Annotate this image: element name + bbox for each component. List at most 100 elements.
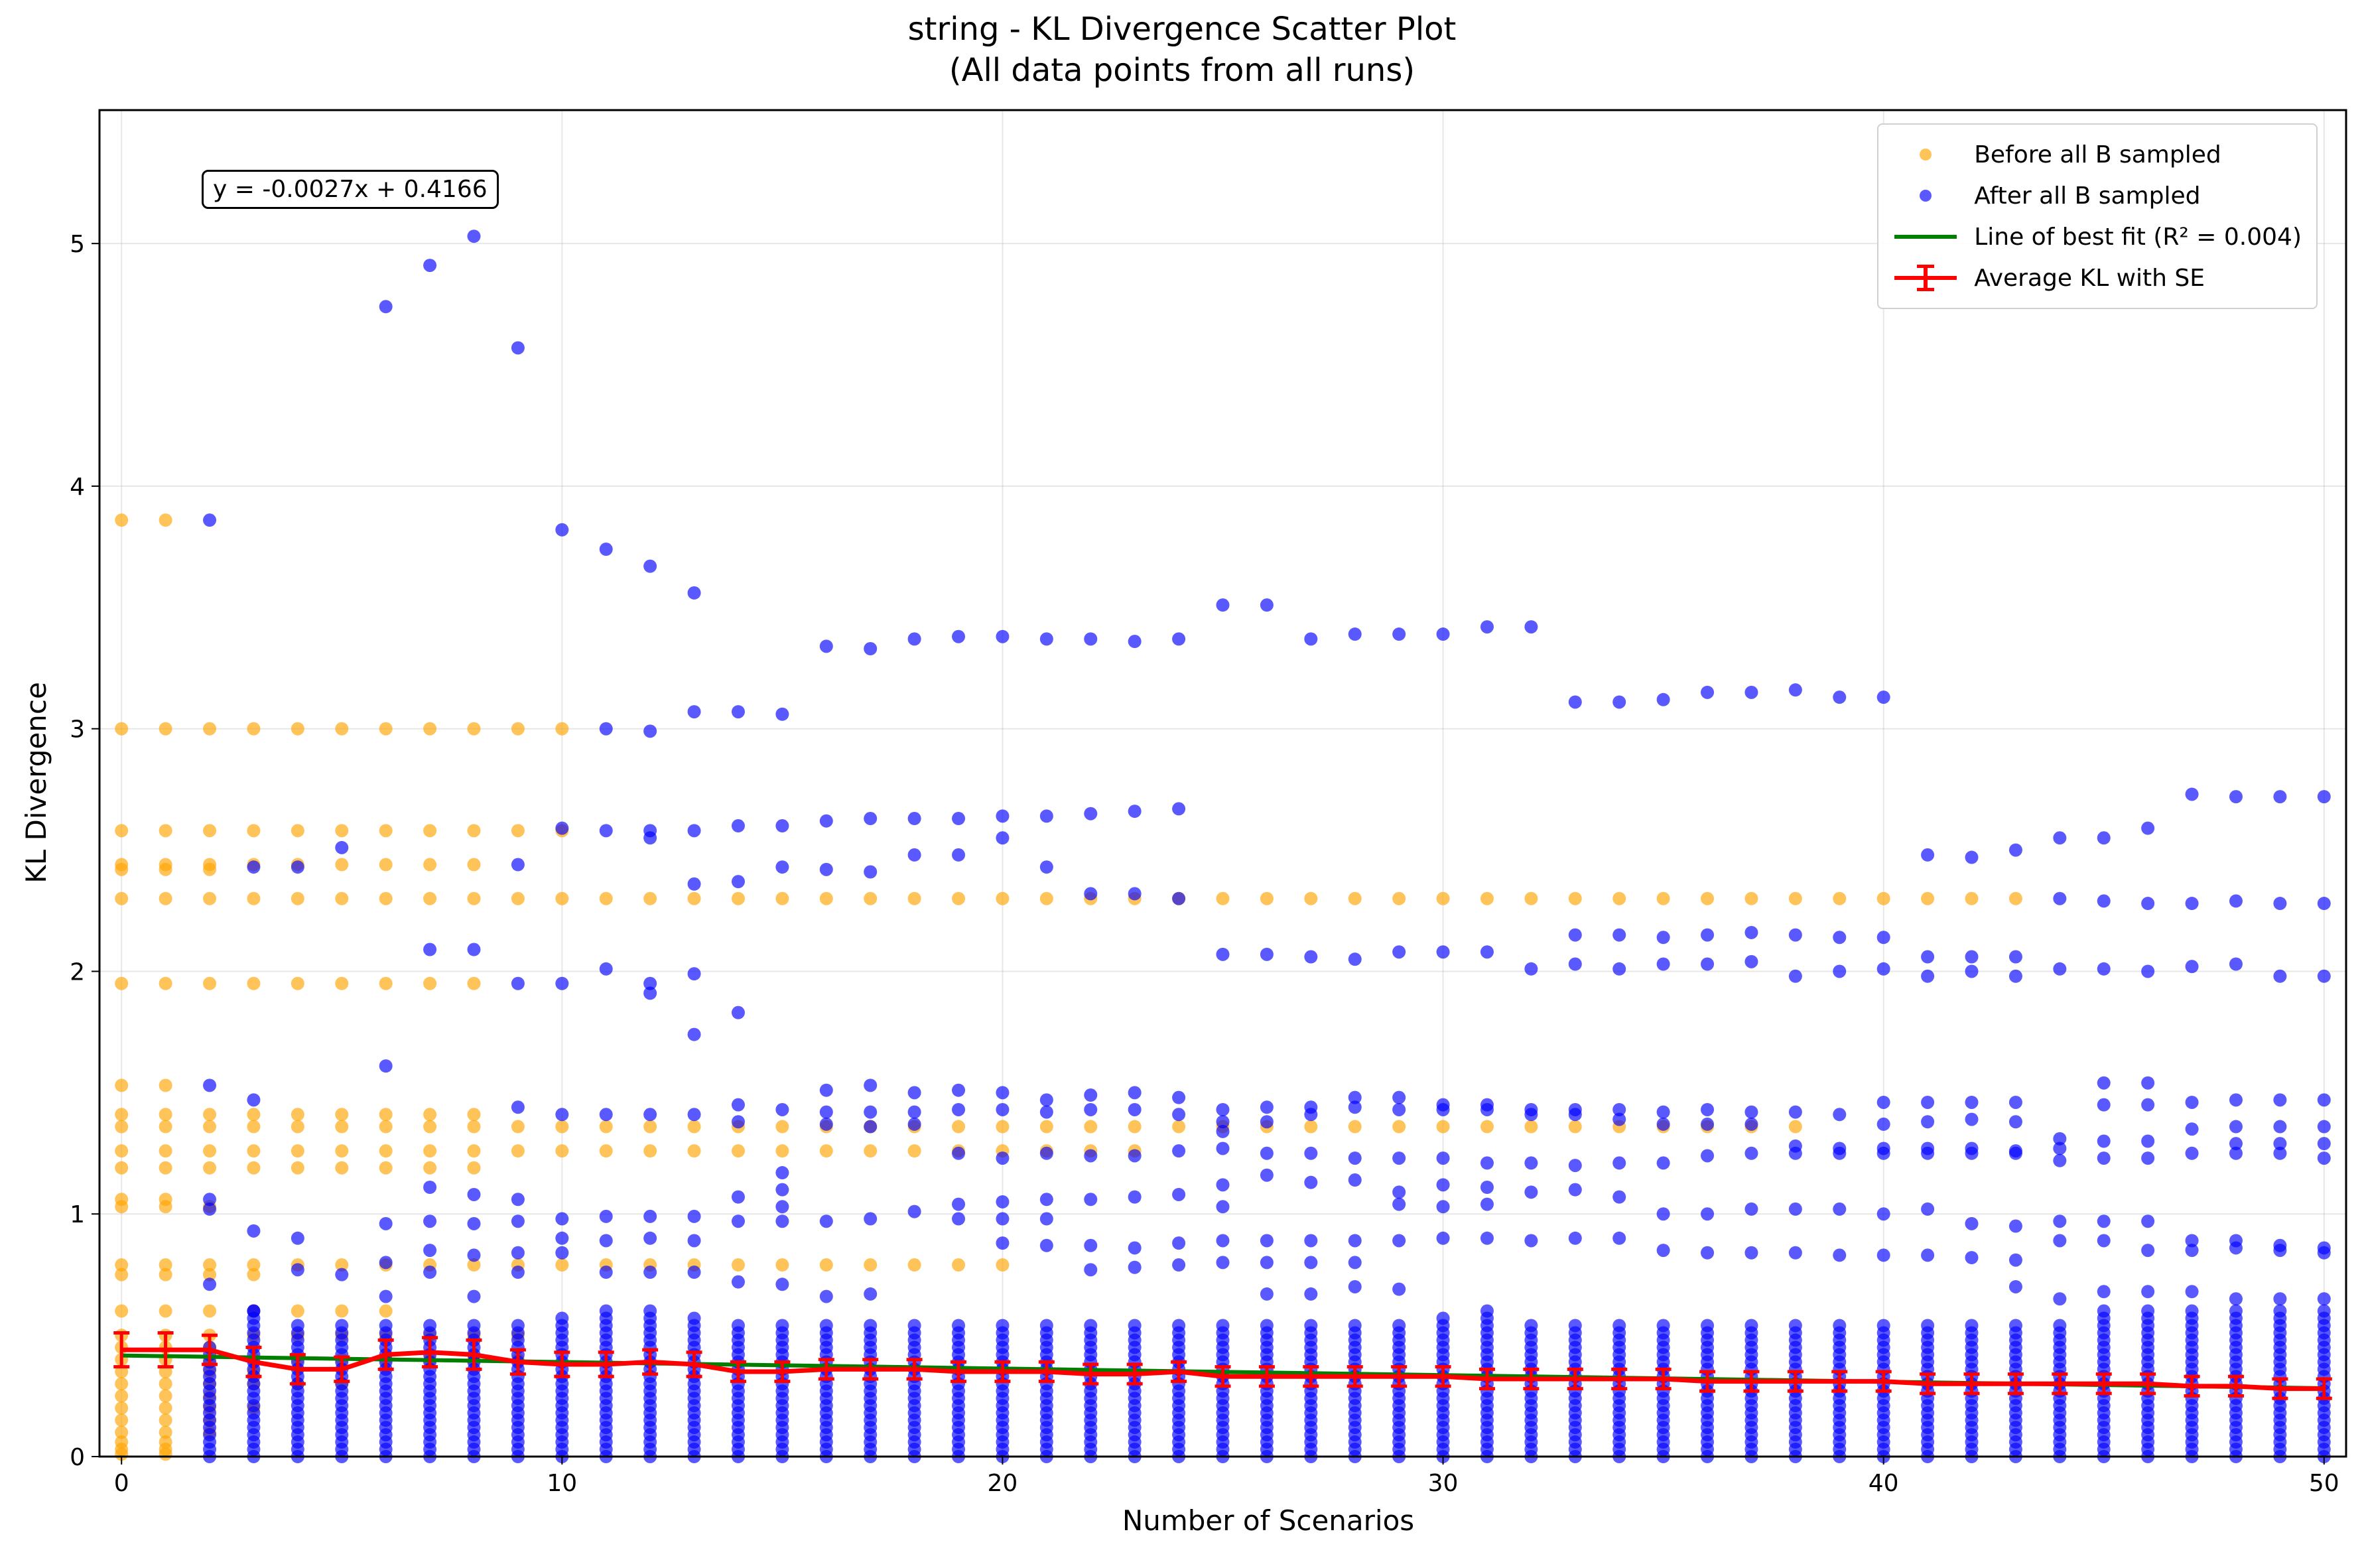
after-point — [1612, 1156, 1626, 1170]
after-point — [1172, 891, 1186, 905]
after-point — [775, 1102, 789, 1116]
before-point — [775, 1258, 789, 1272]
after-point — [2273, 1244, 2287, 1258]
after-point — [1568, 695, 1582, 709]
after-point — [2008, 969, 2022, 983]
after-point — [2229, 894, 2243, 908]
after-point — [1921, 1146, 1935, 1160]
before-point — [1172, 1120, 1186, 1134]
after-point — [599, 1234, 613, 1248]
after-point — [2008, 1115, 2022, 1129]
after-point — [952, 1083, 966, 1097]
after-point — [775, 1277, 789, 1291]
before-point — [511, 891, 525, 905]
before-point — [511, 722, 525, 736]
before-point — [1039, 891, 1053, 905]
after-point — [687, 967, 701, 981]
before-point — [159, 1447, 172, 1461]
before-point — [1304, 891, 1318, 905]
before-point — [687, 1120, 701, 1134]
after-point — [952, 848, 966, 862]
after-point — [1788, 1202, 1802, 1216]
after-point — [643, 1231, 657, 1245]
after-point — [1656, 1319, 1670, 1333]
after-point — [1744, 1105, 1758, 1119]
after-point — [599, 962, 613, 976]
after-point — [1172, 1187, 1186, 1201]
after-point — [952, 629, 966, 643]
after-point — [291, 1263, 304, 1277]
after-point — [423, 1319, 437, 1333]
after-point — [1348, 627, 1362, 641]
before-point — [467, 1108, 481, 1122]
after-point — [1039, 1105, 1053, 1119]
after-point — [1392, 1151, 1406, 1165]
before-point — [731, 891, 745, 905]
after-point — [2097, 1134, 2111, 1148]
before-point — [819, 1258, 833, 1272]
before-point — [379, 824, 393, 838]
after-point — [379, 1059, 393, 1073]
after-point — [1392, 1197, 1406, 1211]
after-point — [775, 1183, 789, 1197]
after-point — [1128, 1086, 1142, 1100]
after-point — [1216, 1200, 1230, 1214]
before-point — [423, 891, 437, 905]
after-point — [1965, 1095, 1979, 1109]
after-point — [864, 1120, 878, 1134]
before-point — [291, 722, 304, 736]
after-point — [1744, 1202, 1758, 1216]
after-point — [1524, 1185, 1538, 1199]
after-point — [731, 705, 745, 719]
y-tick-label: 1 — [70, 1201, 85, 1228]
before-point — [159, 1425, 172, 1439]
before-point — [115, 1413, 129, 1427]
after-point — [819, 1117, 833, 1131]
after-point — [1788, 1146, 1802, 1160]
after-point — [1392, 1102, 1406, 1116]
after-point — [1128, 1190, 1142, 1204]
y-axis-label: KL Divergence — [20, 682, 52, 883]
after-point — [731, 1098, 745, 1112]
before-point — [775, 1144, 789, 1158]
after-point — [1084, 887, 1098, 901]
before-point — [115, 1377, 129, 1391]
after-point — [1656, 957, 1670, 971]
before-point — [159, 824, 172, 838]
before-point — [996, 891, 1010, 905]
after-point — [1524, 1319, 1538, 1333]
before-point — [247, 1258, 261, 1272]
legend-dot-orange — [1889, 141, 1962, 168]
after-point — [864, 865, 878, 879]
after-point — [335, 1319, 349, 1333]
after-point — [731, 875, 745, 889]
before-point — [643, 1120, 657, 1134]
before-point — [203, 1120, 217, 1134]
legend-errorbar-red — [1889, 265, 1962, 291]
before-point — [291, 1304, 304, 1318]
after-point — [2317, 790, 2331, 804]
after-point — [1921, 969, 1935, 983]
before-point — [335, 1304, 349, 1318]
before-point — [379, 1304, 393, 1318]
after-point — [1084, 1238, 1098, 1252]
after-point — [2229, 1292, 2243, 1306]
after-point — [952, 1319, 966, 1333]
after-point — [1921, 1095, 1935, 1109]
after-point — [1436, 1151, 1450, 1165]
after-point — [467, 1187, 481, 1201]
after-point — [996, 809, 1010, 823]
before-point — [115, 513, 129, 527]
after-point — [2273, 897, 2287, 911]
after-points — [203, 229, 2331, 1463]
after-point — [203, 1193, 217, 1207]
before-point — [775, 1120, 789, 1134]
after-point — [1568, 957, 1582, 971]
after-point — [643, 831, 657, 845]
before-point — [115, 862, 129, 876]
before-point — [247, 1268, 261, 1281]
after-point — [2141, 821, 2155, 835]
after-point — [2053, 1132, 2067, 1145]
before-point — [203, 1161, 217, 1175]
before-point — [511, 824, 525, 838]
